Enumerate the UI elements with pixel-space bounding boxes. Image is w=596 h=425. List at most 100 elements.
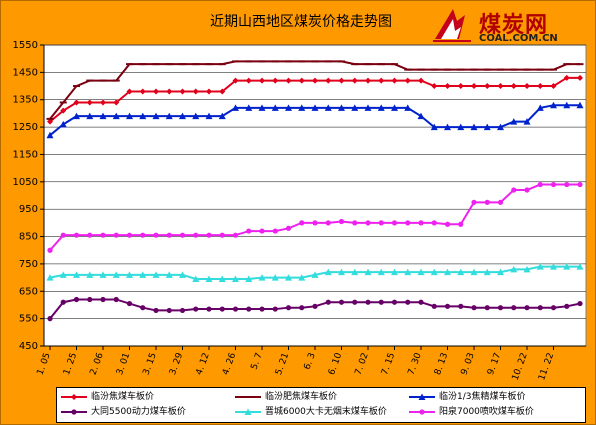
data-point <box>325 220 331 226</box>
data-point <box>417 68 425 71</box>
data-point <box>232 275 239 282</box>
data-point <box>457 268 465 276</box>
x-tick-label: 7. 15 <box>380 352 397 377</box>
data-point <box>271 274 279 281</box>
data-point <box>285 60 292 63</box>
x-tick-label: 3. 01 <box>115 352 132 377</box>
data-point <box>510 118 518 125</box>
data-point <box>577 300 583 307</box>
data-point <box>576 101 584 109</box>
data-point <box>100 296 106 303</box>
data-point <box>391 220 398 226</box>
data-point <box>285 225 292 231</box>
data-point <box>272 306 278 312</box>
data-point <box>430 268 438 276</box>
data-point <box>497 305 504 311</box>
data-point <box>524 83 530 90</box>
x-tick-label: 5. 7 <box>250 352 265 372</box>
data-point <box>126 112 133 120</box>
data-point <box>112 112 120 120</box>
y-tick-label: 1050 <box>13 177 38 188</box>
legend-swatch <box>235 408 261 415</box>
data-point <box>86 271 94 278</box>
data-point <box>431 220 437 226</box>
data-point <box>218 112 226 120</box>
data-point <box>112 271 120 278</box>
data-point <box>165 271 173 278</box>
data-point <box>470 123 478 131</box>
data-point <box>285 274 292 281</box>
data-point <box>192 63 200 66</box>
x-tick-label: 3. 29 <box>168 351 185 376</box>
x-tick-label: 9. 03 <box>460 352 477 377</box>
data-point <box>206 232 212 238</box>
data-point <box>152 63 160 66</box>
data-point <box>324 268 332 276</box>
data-point <box>338 77 345 84</box>
data-point <box>60 299 66 305</box>
data-point <box>430 68 438 71</box>
data-point <box>112 79 120 82</box>
data-point <box>219 306 225 312</box>
data-point <box>377 63 385 66</box>
data-point <box>444 303 451 309</box>
data-point <box>46 131 54 139</box>
legend-label: 临汾焦煤车板价 <box>91 392 155 402</box>
data-point <box>470 268 478 276</box>
data-point <box>471 305 477 311</box>
data-point <box>391 77 398 84</box>
series-6 <box>47 181 583 253</box>
y-tick-label: 750 <box>19 259 38 270</box>
data-point <box>139 63 147 66</box>
legend-swatch <box>235 396 261 398</box>
data-point <box>99 112 107 120</box>
data-point <box>510 68 518 71</box>
data-point <box>47 247 53 253</box>
data-point <box>193 306 199 312</box>
y-tick-label: 1250 <box>13 122 38 133</box>
data-point <box>299 220 305 226</box>
chart-title: 近期山西地区煤炭价格走势图 <box>210 14 392 30</box>
data-point <box>232 232 239 238</box>
data-point <box>205 112 213 120</box>
data-point <box>471 83 477 90</box>
data-point <box>537 83 544 90</box>
legend-label: 大同5500动力煤车板价 <box>91 407 186 417</box>
x-tick-label: 8. 13 <box>433 352 450 377</box>
data-point <box>126 88 133 95</box>
data-point <box>524 187 530 193</box>
data-point <box>46 117 54 120</box>
site-logo[interactable]: 煤炭网 COAL.COM.CN <box>431 5 591 49</box>
data-point <box>206 88 212 95</box>
legend-marker <box>418 393 426 400</box>
data-point <box>99 79 107 82</box>
data-point <box>563 101 571 109</box>
data-point <box>458 303 464 309</box>
series-4 <box>47 296 583 322</box>
data-point <box>377 104 385 111</box>
data-point <box>325 77 332 84</box>
data-point <box>298 104 306 111</box>
data-point <box>258 104 266 111</box>
data-point <box>311 104 319 111</box>
legend-swatch <box>409 393 435 400</box>
data-point <box>86 112 94 120</box>
data-point <box>47 118 53 125</box>
data-point <box>113 232 119 238</box>
x-tick-label: 7. 30 <box>407 351 424 376</box>
data-point <box>325 299 331 305</box>
y-tick-label: 1450 <box>13 67 38 78</box>
data-point <box>351 77 358 84</box>
data-point <box>564 303 570 309</box>
data-point <box>166 232 172 238</box>
x-tick-label: 4. 26 <box>221 351 238 376</box>
data-point <box>404 268 412 276</box>
data-point <box>457 83 464 90</box>
flame-logo-icon <box>433 9 471 42</box>
data-point <box>523 265 531 273</box>
data-point <box>153 232 159 238</box>
data-point <box>405 220 411 226</box>
data-point <box>483 68 491 71</box>
data-point <box>285 104 292 111</box>
data-point <box>524 305 530 311</box>
